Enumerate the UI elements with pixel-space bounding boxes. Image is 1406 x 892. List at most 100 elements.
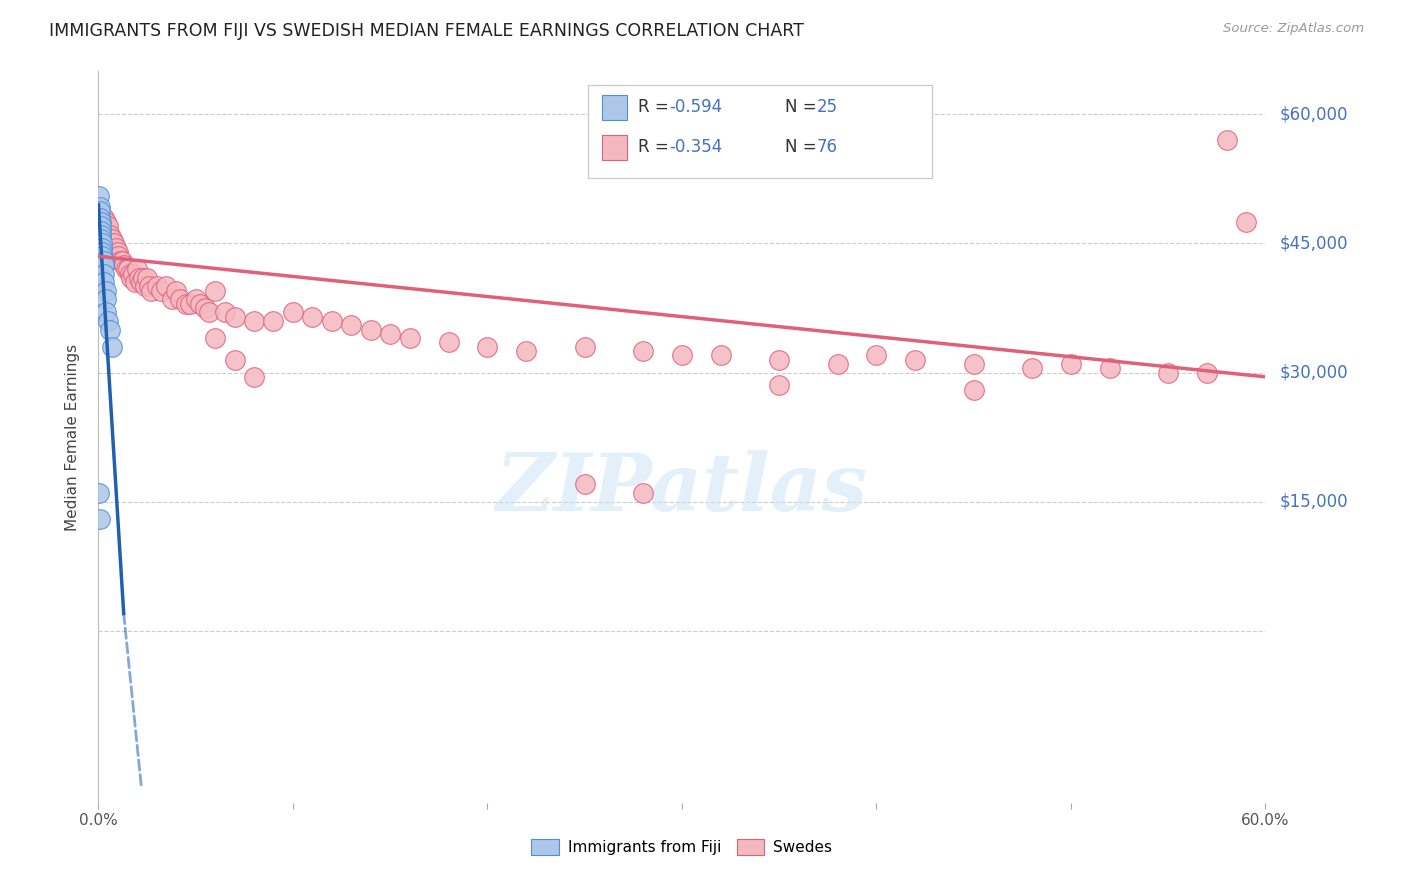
Point (865, 348, 887, 362)
Point (360, 322, 382, 336)
Point (194, 301, 217, 315)
Point (1060, 357, 1083, 371)
Point (128, 271, 150, 285)
Point (188, 296, 211, 310)
Point (98, 227, 121, 242)
Point (224, 352, 246, 367)
Point (127, 262, 149, 277)
Point (768, 352, 790, 367)
Text: -0.354: -0.354 (669, 138, 723, 156)
Point (90, 215, 112, 229)
Point (1098, 361, 1121, 376)
Legend: Immigrants from Fiji, Swedes: Immigrants from Fiji, Swedes (526, 833, 838, 861)
Point (111, 253, 134, 268)
Point (108, 253, 131, 268)
Point (162, 293, 184, 307)
Point (477, 340, 499, 354)
Point (1021, 361, 1043, 376)
Text: N =: N = (785, 138, 821, 156)
Point (574, 340, 596, 354)
Point (96, 215, 118, 229)
Point (107, 249, 129, 263)
Point (91, 245, 114, 260)
Point (1234, 215, 1257, 229)
Point (962, 383, 984, 397)
Point (768, 378, 790, 392)
Text: Source: ZipAtlas.com: Source: ZipAtlas.com (1223, 22, 1364, 36)
Point (96, 284, 118, 298)
Point (121, 271, 143, 285)
Point (132, 271, 155, 285)
Y-axis label: Median Female Earnings: Median Female Earnings (65, 343, 80, 531)
Point (89, 486, 111, 500)
Point (89, 203, 111, 218)
Text: $60,000: $60,000 (1279, 105, 1348, 123)
Point (134, 279, 156, 293)
Text: N =: N = (785, 98, 821, 116)
Point (118, 267, 141, 281)
Point (340, 318, 363, 333)
Point (112, 258, 135, 272)
Text: 76: 76 (817, 138, 838, 156)
Point (321, 314, 343, 328)
Point (262, 314, 284, 328)
Point (89, 211, 111, 225)
Point (93, 258, 115, 272)
Point (243, 369, 266, 384)
Point (97, 219, 120, 234)
Point (1157, 366, 1180, 380)
Point (98, 322, 121, 336)
Point (827, 357, 849, 371)
Text: ZIPatlas: ZIPatlas (496, 450, 868, 527)
Point (93, 267, 115, 281)
Point (301, 310, 323, 324)
Point (962, 357, 984, 371)
Point (89, 200, 111, 214)
Point (631, 486, 654, 500)
Point (631, 344, 654, 359)
Point (104, 241, 127, 255)
Text: $15,000: $15,000 (1279, 492, 1348, 510)
Point (139, 284, 162, 298)
Point (90, 227, 112, 242)
Point (214, 305, 236, 319)
Point (124, 275, 146, 289)
Point (114, 262, 136, 277)
Point (90, 219, 112, 234)
Point (117, 262, 139, 277)
Point (103, 236, 125, 251)
Point (671, 348, 693, 362)
Point (93, 253, 115, 268)
Point (90, 232, 112, 246)
Point (91, 241, 114, 255)
Point (91, 236, 114, 251)
Point (107, 245, 129, 260)
Point (96, 305, 118, 319)
Point (1215, 133, 1237, 147)
Text: $30,000: $30,000 (1279, 364, 1348, 382)
Point (398, 331, 420, 345)
Point (1195, 366, 1218, 380)
Text: 25: 25 (817, 98, 838, 116)
Point (437, 335, 460, 350)
Point (243, 314, 266, 328)
Point (93, 275, 115, 289)
Point (204, 331, 226, 345)
Point (101, 340, 124, 354)
Point (710, 348, 733, 362)
Point (122, 267, 145, 281)
Text: R =: R = (638, 138, 675, 156)
Point (155, 279, 177, 293)
Point (89, 189, 111, 203)
Point (89, 512, 111, 526)
Point (91, 249, 114, 263)
Point (174, 296, 197, 310)
Point (97, 314, 120, 328)
Point (101, 232, 124, 246)
Point (204, 284, 226, 298)
Point (169, 293, 191, 307)
Point (90, 223, 112, 237)
Point (146, 279, 169, 293)
Point (224, 310, 246, 324)
Point (904, 352, 927, 367)
